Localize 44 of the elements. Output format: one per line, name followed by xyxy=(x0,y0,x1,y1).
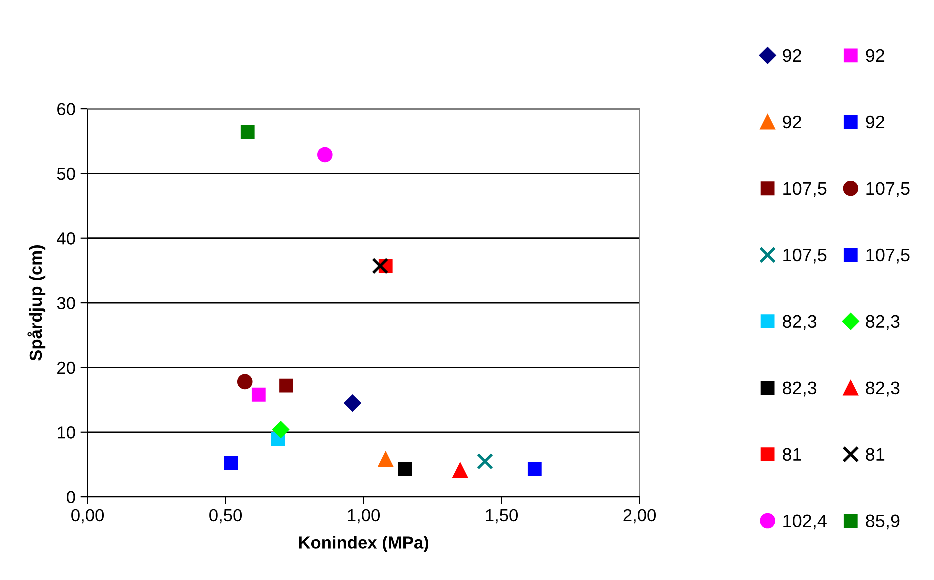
legend-label: 82,3 xyxy=(866,315,900,330)
y-tick-label: 0 xyxy=(67,491,76,504)
x-tick-label: 0,50 xyxy=(210,509,242,524)
y-tick-label: 50 xyxy=(57,168,76,180)
point xyxy=(344,394,362,412)
point xyxy=(224,456,238,470)
point xyxy=(237,374,253,390)
legend-label: 92 xyxy=(866,49,885,62)
legend-label: 82,3 xyxy=(783,382,817,397)
legend-label: 107,5 xyxy=(784,248,827,264)
y-axis-title: Spårdjup (cm) xyxy=(28,246,46,361)
point xyxy=(372,258,389,275)
y-tick-label: 20 xyxy=(58,362,76,374)
y-tick-label: 60 xyxy=(58,103,76,116)
y-tick-label: 40 xyxy=(57,232,76,245)
point xyxy=(476,453,494,470)
legend-label: 81 xyxy=(783,448,802,462)
point xyxy=(240,125,255,140)
legend-label: 92 xyxy=(866,116,885,129)
legend-label: 81 xyxy=(866,448,885,462)
legend-label: 107,5 xyxy=(784,182,827,198)
y-tick-label: 30 xyxy=(57,297,76,310)
x-tick-label: 0,00 xyxy=(72,509,104,524)
point xyxy=(280,378,294,393)
legend-label: 107,5 xyxy=(866,182,910,198)
legend-label: 85,9 xyxy=(866,514,900,530)
point xyxy=(398,462,412,476)
x-tick-label: 2,00 xyxy=(624,509,656,524)
point xyxy=(378,452,394,468)
legend-label: 107,5 xyxy=(866,248,910,264)
legend-label: 92 xyxy=(783,116,802,129)
point xyxy=(272,421,290,438)
legend-label: 92 xyxy=(783,49,802,62)
x-tick-label: 1,50 xyxy=(486,509,518,524)
point xyxy=(252,388,266,402)
point xyxy=(318,147,333,163)
x-axis-title: Konindex (MPa) xyxy=(299,536,429,552)
point xyxy=(528,462,542,476)
legend-label: 82,3 xyxy=(866,382,900,397)
y-tick-label: 10 xyxy=(58,426,76,439)
legend-label: 102,4 xyxy=(784,514,827,530)
point xyxy=(452,462,468,478)
x-tick-label: 1,00 xyxy=(348,509,380,524)
legend-label: 82,3 xyxy=(783,315,817,330)
